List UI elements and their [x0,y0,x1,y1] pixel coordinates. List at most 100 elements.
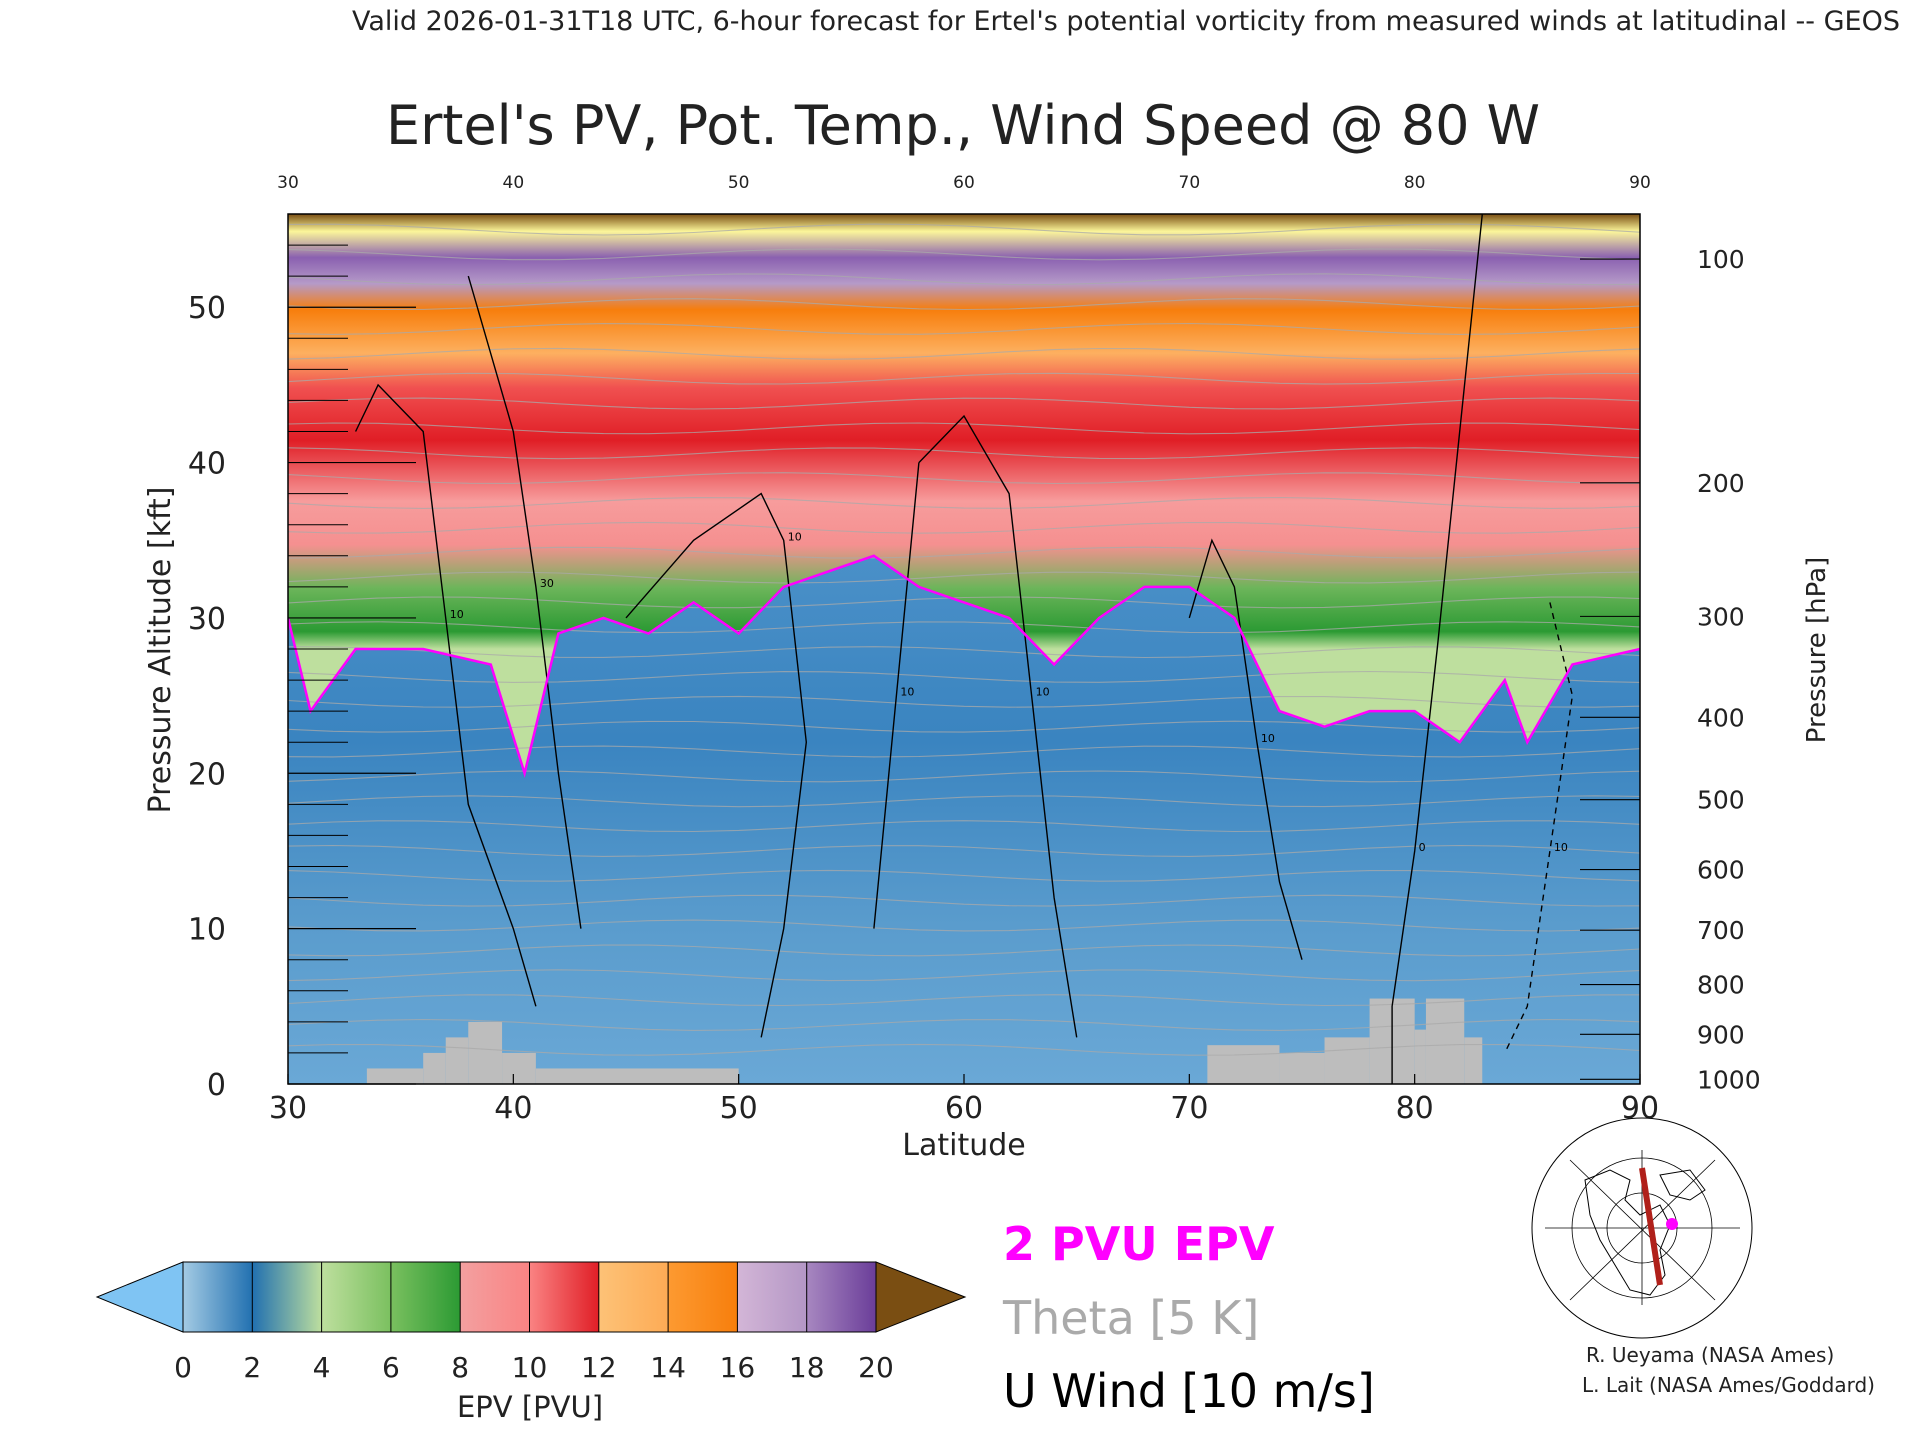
theta-contour [288,521,1640,534]
colorbar-under-arrow [95,1261,184,1333]
x-tick-top-label: 70 [1179,173,1201,193]
topography-block [1414,1029,1426,1084]
plot-area: 10 30 10 10 10 10 0 10 [287,213,1641,1085]
legend-theta: Theta [5 K] [1002,1291,1259,1345]
y-tick-label: 50 [188,291,226,326]
theta-contour [288,969,1640,982]
y-axis-left: 0 10 20 30 40 50 [188,244,416,1103]
colorbar-tick-label: 4 [313,1351,331,1384]
x-tick-label: 50 [720,1091,758,1126]
pressure-tick-label: 800 [1697,971,1745,1000]
pressure-tick-label: 300 [1697,602,1745,631]
theta-contour [288,472,1640,485]
theta-contour [288,670,1640,683]
colorbar-cell [529,1262,600,1332]
colorbar-tick-label: 0 [174,1351,192,1384]
theta-contour [288,720,1640,733]
topography [366,998,1483,1084]
u-wind-contour-label: 0 [1419,841,1426,854]
x-tick-top-label: 40 [503,173,525,193]
troposphere-fill [288,555,1640,1084]
u-wind-contour [1391,214,1483,1084]
x-axis: 30 40 50 60 70 80 90 [269,1074,1659,1126]
u-wind-contour-label: 10 [1036,686,1050,699]
colorbar-cell [598,1262,669,1332]
y-tick-label: 0 [207,1068,226,1103]
inset-map [1531,1117,1753,1339]
u-wind-contour-label: 10 [450,608,464,621]
colorbar-tick-label: 20 [858,1351,894,1384]
credit-line-2: L. Lait (NASA Ames/Goddard) [1582,1373,1875,1397]
colorbar-tick-label: 18 [789,1351,825,1384]
theta-contour [288,298,1640,311]
colorbar-label: EPV [PVU] [457,1390,603,1424]
topography-block [1464,1037,1483,1084]
pressure-tick-label: 400 [1697,703,1745,732]
x-tick-label: 90 [1621,1091,1659,1126]
u-wind-contour-label: 10 [1261,732,1275,745]
x-tick-label: 40 [494,1091,532,1126]
colorbar-cell [737,1262,808,1332]
x-tick-label: 30 [269,1091,307,1126]
topography-block [423,1052,446,1084]
u-wind-contour [918,414,1078,1038]
u-wind-contour [1188,538,1303,960]
theta-contour [288,646,1640,659]
u-wind-contour [873,462,920,929]
topography-block [366,1068,424,1084]
colorbar-cell [183,1262,253,1332]
pressure-tick-label: 100 [1697,245,1745,274]
colorbar-tick-label: 14 [650,1351,686,1384]
y-axis-label-left: Pressure Altitude [kft] [143,487,178,814]
theta-contour [288,1043,1640,1056]
topography-block [445,1037,469,1084]
topography-block [535,1068,739,1084]
theta-contour [288,248,1640,261]
valid-time-header: Valid 2026-01-31T18 UTC, 6-hour forecast… [352,6,1900,37]
theta-contour [288,770,1640,783]
u-wind-contour-label: 30 [540,577,554,590]
y-tick-label: 10 [188,913,226,948]
theta-contour [288,322,1640,335]
u-wind-contour-label: 10 [900,686,914,699]
u-wind-contour-label: 10 [1554,841,1568,854]
topography-block [1425,998,1465,1084]
theta-contour [288,546,1640,559]
theta-contour [288,944,1640,957]
u-wind-contour [625,492,808,1038]
chart-title: Ertel's PV, Pot. Temp., Wind Speed @ 80 … [386,94,1540,157]
x-tick-top-label: 50 [728,173,750,193]
x-tick-top-label: 30 [277,173,299,193]
colorbar-tick-label: 12 [581,1351,617,1384]
theta-contour [288,621,1640,634]
colorbar-tick-label: 10 [512,1351,548,1384]
legend-uwind: U Wind [10 m/s] [1003,1364,1375,1418]
colorbar-cell [460,1262,530,1332]
theta-contour [288,795,1640,808]
theta-contour [288,869,1640,882]
theta-contour [288,347,1640,360]
u-wind-contour-label: 10 [788,530,802,543]
colorbar-cell [321,1262,392,1332]
theta-contours [288,223,1640,1056]
x-tick-top-label: 90 [1629,173,1651,193]
pressure-tick-label: 600 [1697,856,1745,885]
y-axis-label-right: Pressure [hPa] [1802,557,1832,744]
theta-contour [288,596,1640,609]
colorbar-tick-label: 6 [382,1351,400,1384]
y-tick-label: 20 [188,757,226,792]
theta-contour [288,372,1640,385]
theta-contour [288,223,1640,236]
y-tick-label: 40 [188,447,226,482]
u-wind-contour [467,275,582,929]
x-axis-label: Latitude [902,1128,1025,1163]
topography-block [1324,1037,1370,1084]
y-tick-label: 30 [188,602,226,637]
x-axis-top: 30 40 50 60 70 80 90 [277,173,1651,193]
pvu-2-contour [288,554,1640,778]
colorbar: 0 2 4 6 8 10 12 14 16 18 20 [95,1261,967,1384]
colorbar-cell [390,1262,461,1332]
pressure-tick-label: 700 [1697,916,1745,945]
theta-contour [288,397,1640,410]
